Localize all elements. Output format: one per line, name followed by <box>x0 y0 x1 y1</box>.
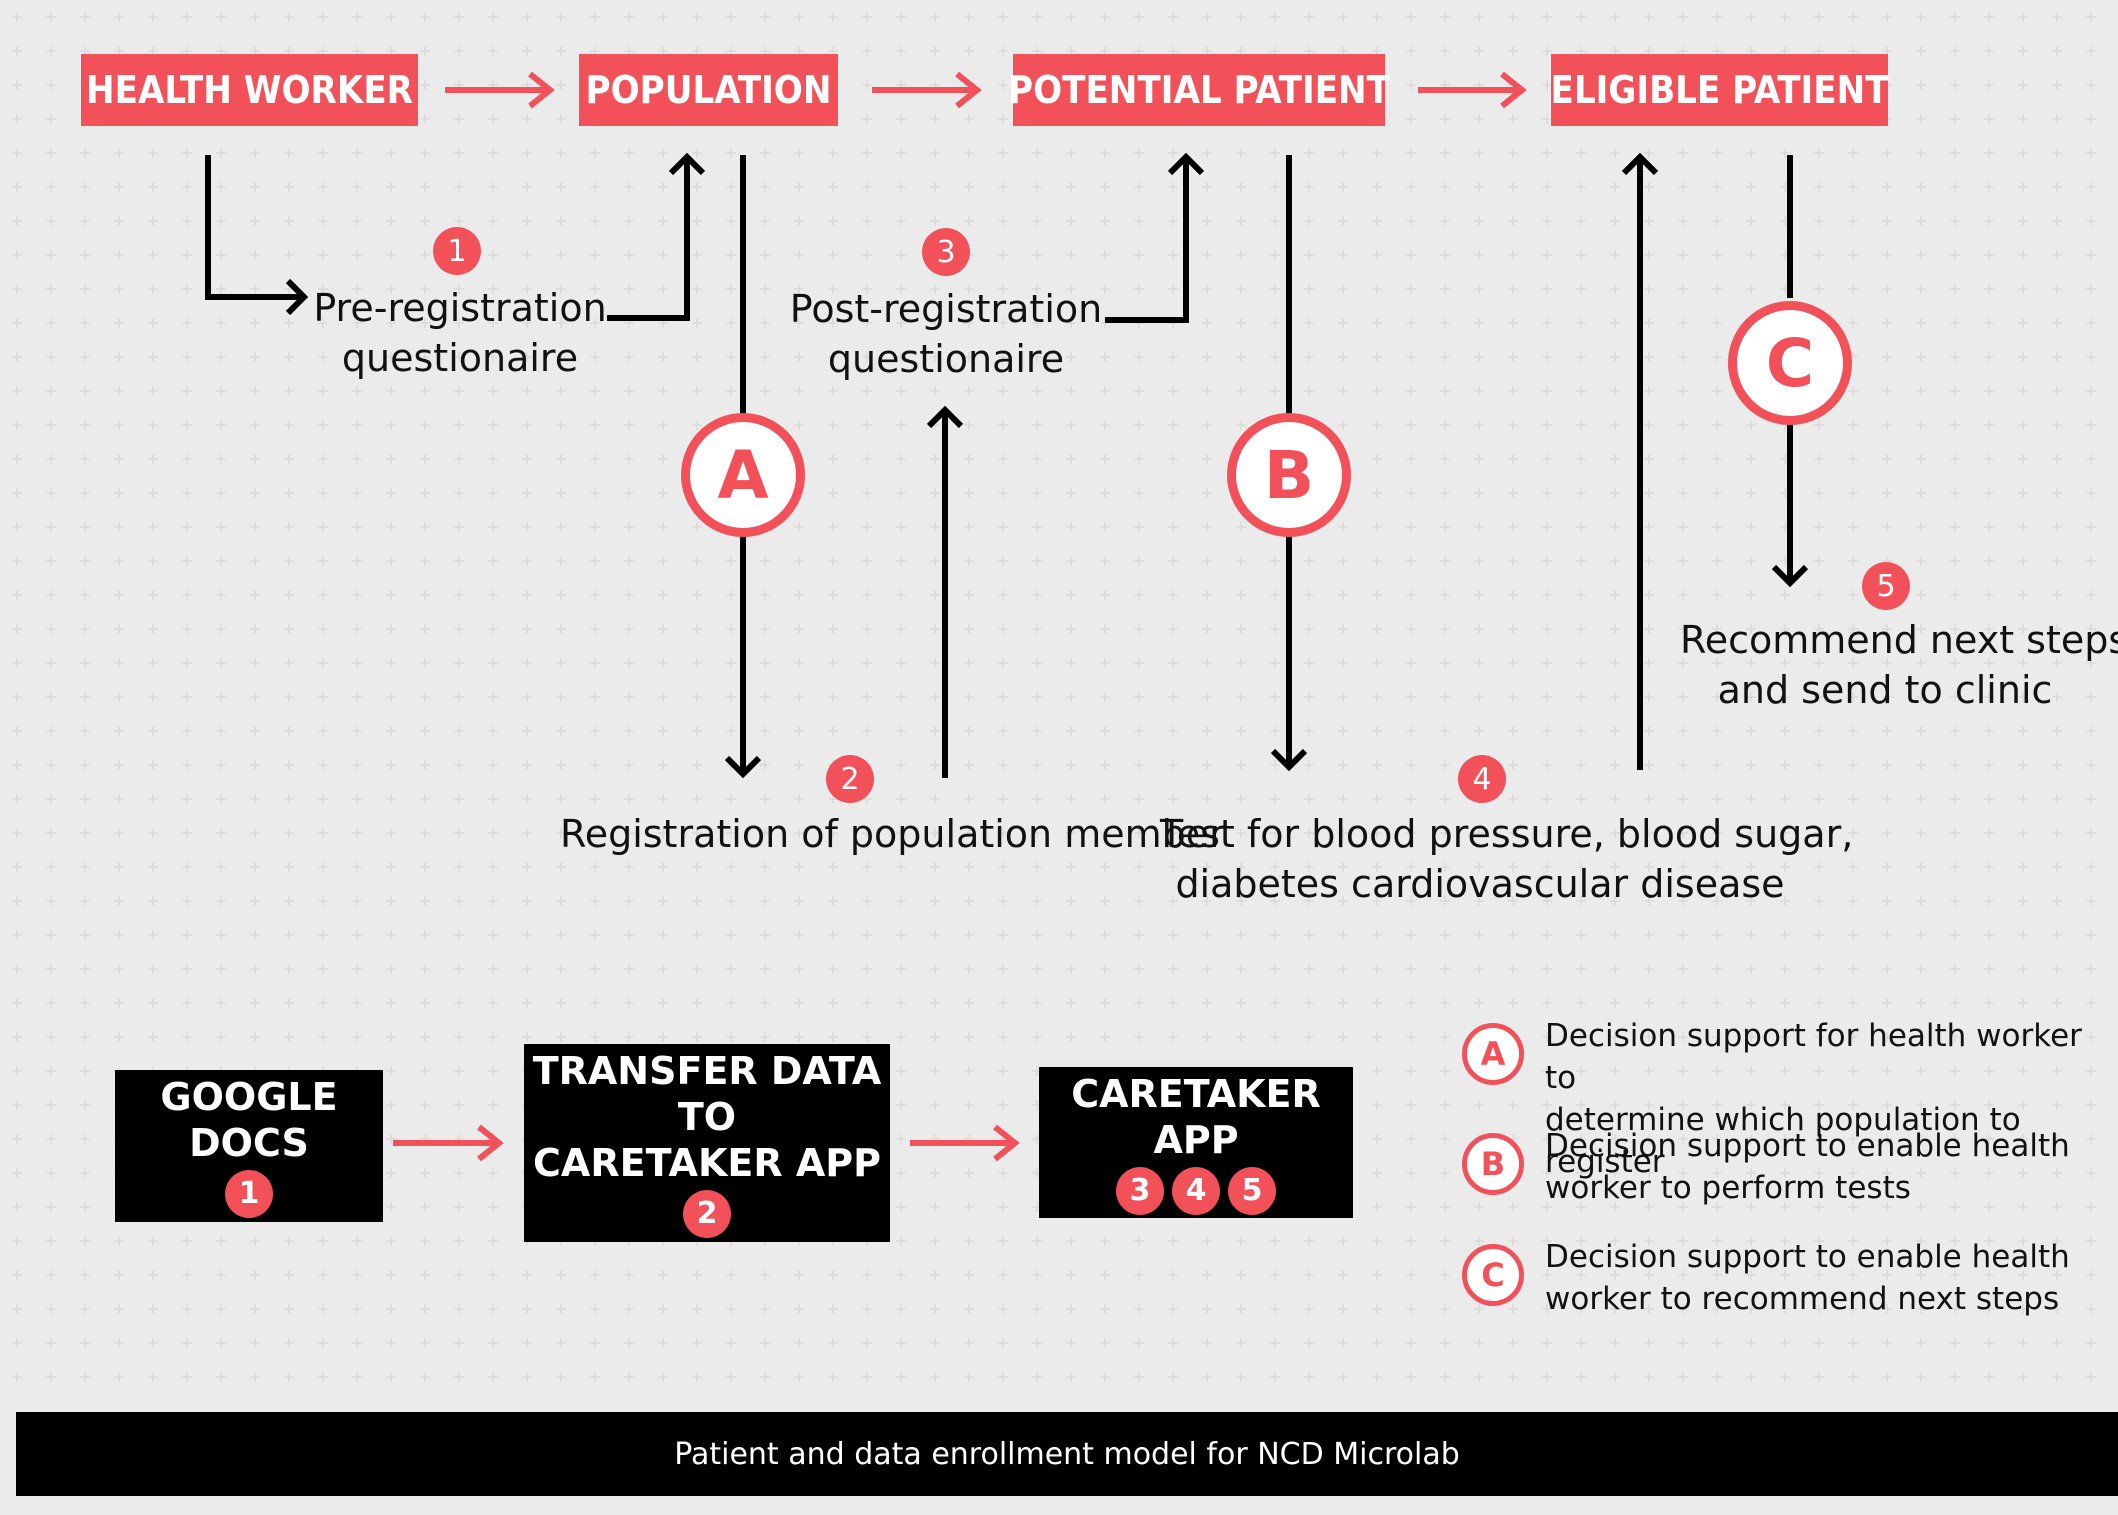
legend-c-text: Decision support to enable health worker… <box>1545 1236 2105 1320</box>
legend-a-icon: A <box>1462 1023 1524 1085</box>
google-docs-box: GOOGLE DOCS 1 <box>115 1070 383 1222</box>
caretaker-app-box: CARETAKER APP 3 4 5 <box>1039 1067 1353 1218</box>
decision-c-circle: C <box>1728 301 1852 425</box>
legend-b-line-2: worker to perform tests <box>1545 1170 1911 1206</box>
legend-a-text: Decision support for health worker to de… <box>1545 1015 2105 1183</box>
population-box: POPULATION <box>579 54 838 126</box>
step-1-badge: 1 <box>433 227 481 275</box>
recommend-line-1: Recommend next steps <box>1680 618 2118 662</box>
caretaker-steps: 3 4 5 <box>1116 1166 1276 1215</box>
legend-b-icon: B <box>1462 1133 1524 1195</box>
legend-c-line-1: Decision support to enable health <box>1545 1239 2070 1275</box>
step-3-badge: 3 <box>922 228 970 276</box>
transfer-step-2: 2 <box>683 1190 731 1238</box>
caretaker-title: CARETAKER APP <box>1071 1071 1321 1162</box>
legend-b-text: Decision support to enable health worker… <box>1545 1125 2105 1209</box>
pre-registration-label: Pre-registration questionaire <box>300 283 620 383</box>
caretaker-step-4: 4 <box>1172 1166 1220 1215</box>
google-docs-steps: 1 <box>225 1170 273 1218</box>
post-registration-label: Post-registration questionaire <box>780 284 1112 384</box>
registration-label: Registration of population member <box>560 812 1225 856</box>
caption-bar: Patient and data enrollment model for NC… <box>16 1412 2118 1496</box>
decision-b-circle: B <box>1227 413 1351 537</box>
pre-registration-line-1: Pre-registration <box>313 286 607 330</box>
transfer-steps: 2 <box>683 1190 731 1238</box>
test-line-1: Test for blood pressure, blood sugar, <box>1160 812 1854 856</box>
test-line-2: diabetes cardiovascular disease <box>1175 862 1785 906</box>
legend-a-line-2: determine which population to register <box>1545 1102 2021 1180</box>
transfer-data-box: TRANSFER DATA TO CARETAKER APP 2 <box>524 1044 890 1242</box>
google-docs-title: GOOGLE DOCS <box>160 1075 338 1165</box>
decision-a-circle: A <box>681 413 805 537</box>
post-registration-line-2: questionaire <box>827 337 1065 381</box>
test-label: Test for blood pressure, blood sugar, di… <box>1160 809 1854 909</box>
transfer-line-1: TRANSFER DATA TO <box>532 1049 882 1139</box>
pre-registration-line-2: questionaire <box>341 336 579 380</box>
legend-c-icon: C <box>1462 1244 1524 1306</box>
black-flow-arrows <box>205 152 1809 779</box>
red-flow-arrows <box>393 71 1527 1162</box>
legend-b-line-1: Decision support to enable health <box>1545 1128 2070 1164</box>
legend-a-line-1: Decision support for health worker to <box>1545 1018 2082 1096</box>
eligible-patient-box: ELIGIBLE PATIENT <box>1550 54 1889 126</box>
caption-text: Patient and data enrollment model for NC… <box>674 1436 1460 1472</box>
google-docs-step-1: 1 <box>225 1170 273 1218</box>
transfer-line-2: CARETAKER APP <box>533 1141 881 1185</box>
health-worker-box: HEALTH WORKER <box>81 54 418 126</box>
legend-c-line-2: worker to recommend next steps <box>1545 1281 2060 1317</box>
recommend-line-2: and send to clinic <box>1717 668 2053 712</box>
potential-patient-box: POTENTIAL PATIENT <box>1008 54 1390 126</box>
step-2-badge: 2 <box>826 755 874 803</box>
post-registration-line-1: Post-registration <box>789 287 1103 331</box>
caretaker-step-5: 5 <box>1228 1166 1276 1215</box>
step-5-badge: 5 <box>1862 562 1910 610</box>
step-4-badge: 4 <box>1458 755 1506 803</box>
recommend-label: Recommend next steps and send to clinic <box>1680 615 2118 715</box>
caretaker-step-3: 3 <box>1116 1166 1164 1215</box>
